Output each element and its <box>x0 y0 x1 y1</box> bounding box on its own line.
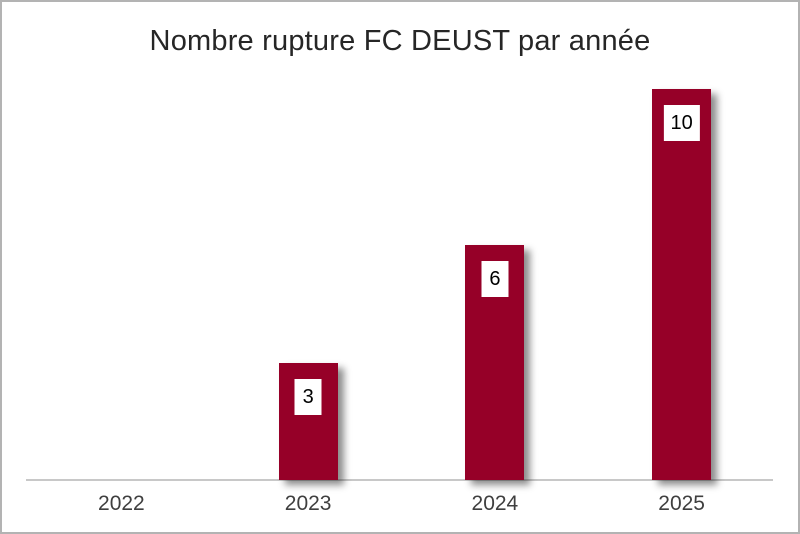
x-tick-2024: 2024 <box>471 492 519 515</box>
data-label-2025: 10 <box>663 105 700 141</box>
x-tick-2022: 2022 <box>98 492 145 515</box>
bar-2025 <box>652 89 712 480</box>
x-axis-line <box>26 479 773 481</box>
x-tick-2023: 2023 <box>284 492 332 515</box>
data-label-2024: 6 <box>481 261 509 297</box>
chart-title: Nombre rupture FC DEUST par année <box>149 25 651 57</box>
data-label-2023: 3 <box>294 379 322 415</box>
x-tick-2025: 2025 <box>658 492 705 515</box>
